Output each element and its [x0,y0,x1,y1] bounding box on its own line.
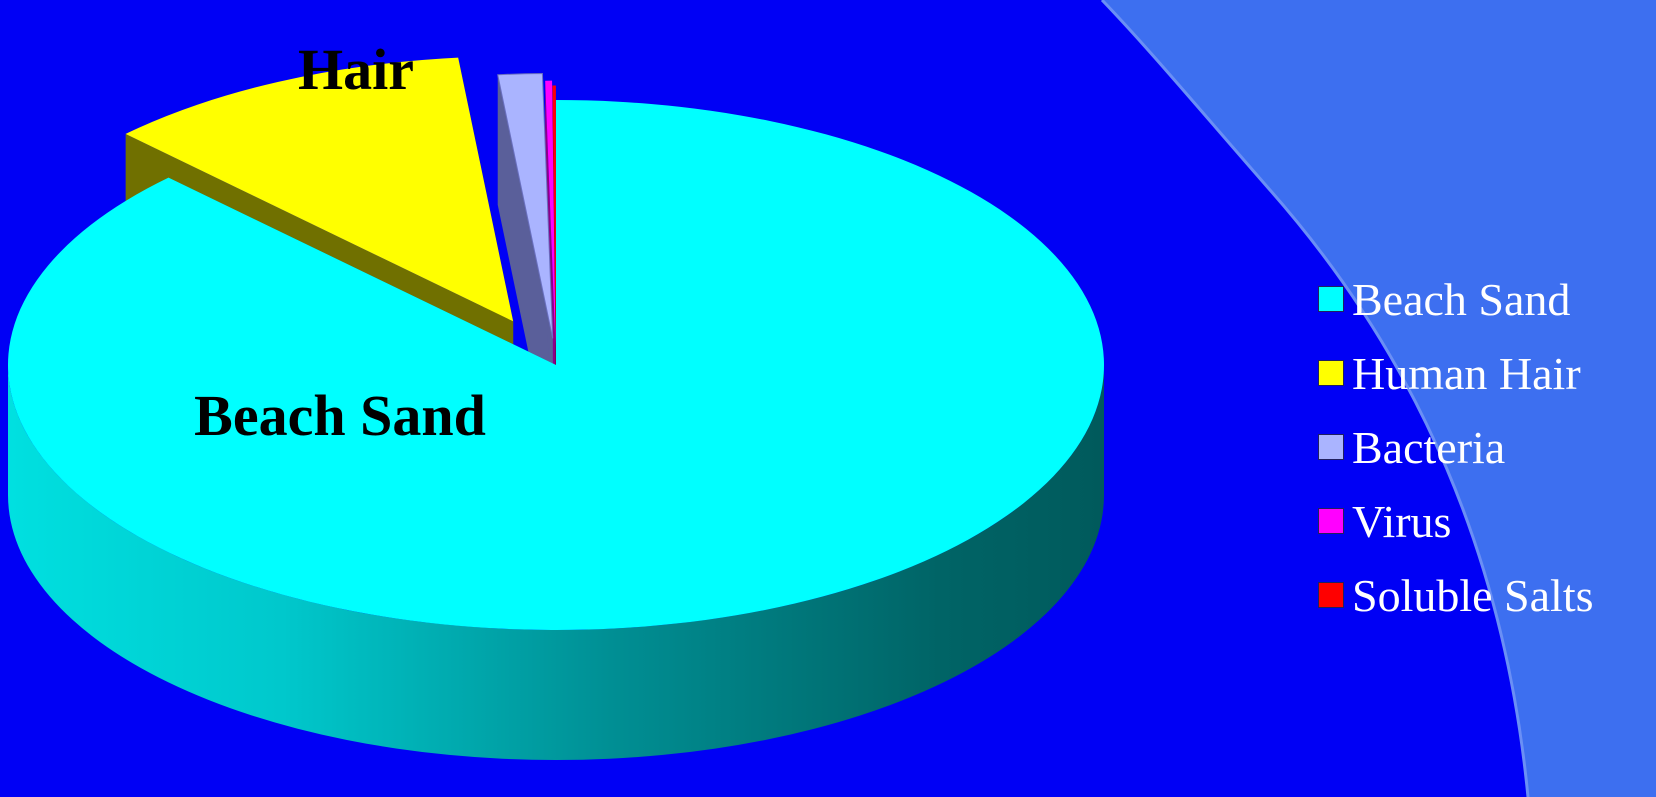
legend-label-beach-sand: Beach Sand [1352,273,1571,325]
legend-item-soluble-salts: Soluble Salts [1318,558,1594,632]
slice-top-human-hair [125,57,514,322]
legend-item-virus: Virus [1318,484,1594,558]
legend-swatch-soluble-salts [1318,582,1344,608]
legend-swatch-human-hair [1318,360,1344,386]
background-ribbon-edge [1100,0,1530,797]
slice-top-virus [545,80,556,346]
legend-label-soluble-salts: Soluble Salts [1352,569,1594,621]
pie-slice-beach-sand [7,100,1104,760]
data-label-beach-sand: Beach Sand [194,383,486,448]
legend-swatch-virus [1318,508,1344,534]
slice-rim-beach-sand [8,365,1104,760]
legend-swatch-beach-sand [1318,286,1344,312]
pie-slices [7,57,1104,760]
legend-item-bacteria: Bacteria [1318,410,1594,484]
background-ribbon [1102,0,1656,797]
chart-legend: Beach Sand Human Hair Bacteria Virus Sol… [1318,262,1594,632]
legend-label-virus: Virus [1352,495,1452,547]
data-label-human-hair: Hair [298,37,414,102]
legend-swatch-bacteria [1318,434,1344,460]
slice-top-soluble-salts [552,85,556,351]
pie-data-labels: Beach Sand Hair [194,37,486,448]
slice-top-beach-sand [7,100,1104,630]
legend-label-human-hair: Human Hair [1352,347,1581,399]
legend-item-human-hair: Human Hair [1318,336,1594,410]
legend-label-bacteria: Bacteria [1352,421,1506,473]
legend-item-beach-sand: Beach Sand [1318,262,1594,336]
slice-top-bacteria [497,72,554,339]
